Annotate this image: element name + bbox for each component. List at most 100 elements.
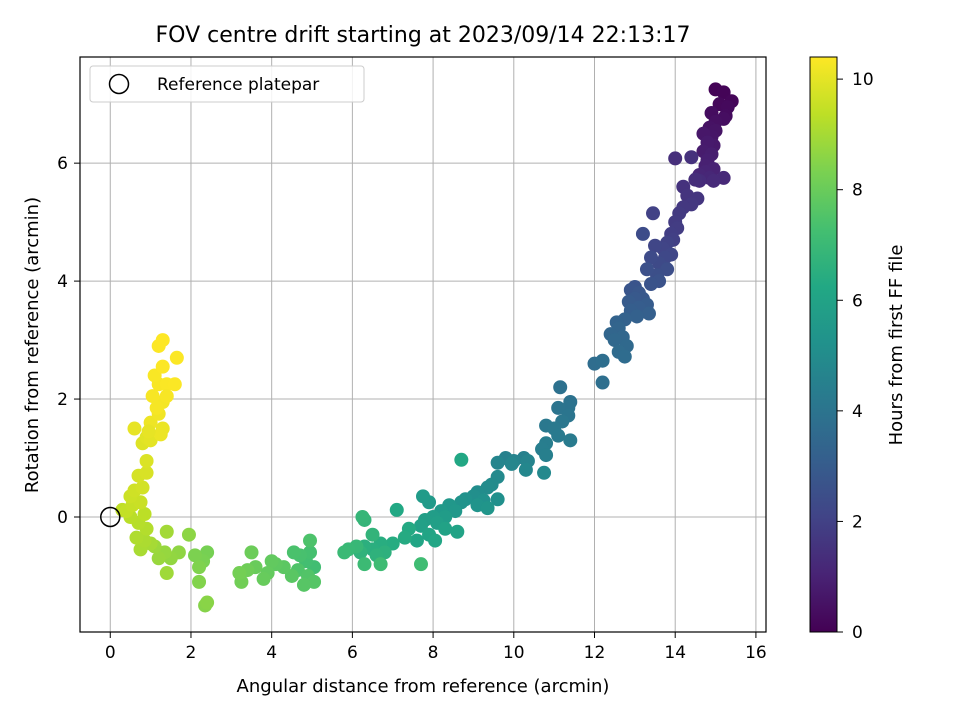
x-tick-label: 0	[105, 643, 116, 663]
y-tick-label: 0	[57, 508, 68, 528]
data-point	[151, 551, 166, 566]
colorbar-tick-label: 0	[852, 623, 863, 643]
data-point	[416, 489, 430, 504]
data-point	[504, 456, 519, 471]
data-point	[537, 465, 552, 480]
data-point	[641, 306, 656, 321]
y-tick-label: 6	[57, 154, 68, 174]
data-point	[413, 518, 428, 533]
data-point	[167, 377, 182, 392]
data-point	[551, 400, 566, 415]
data-point	[137, 507, 152, 522]
data-point	[256, 571, 271, 586]
data-point	[454, 452, 469, 467]
data-point	[648, 238, 663, 253]
data-point	[646, 206, 661, 221]
x-tick-label: 2	[186, 643, 197, 663]
x-tick-label: 4	[266, 643, 277, 663]
legend-marker-open-circle	[108, 73, 130, 95]
data-point	[149, 400, 164, 415]
data-point	[129, 530, 144, 545]
chart-title: FOV centre drift starting at 2023/09/14 …	[156, 23, 691, 48]
data-point	[643, 277, 658, 292]
data-point	[551, 428, 566, 443]
data-point	[635, 226, 650, 241]
data-point	[286, 545, 301, 560]
data-point	[595, 375, 610, 390]
data-point	[639, 262, 654, 277]
data-point	[200, 595, 215, 610]
data-points	[115, 82, 739, 613]
data-point	[145, 389, 160, 404]
legend-box	[89, 65, 365, 103]
data-point	[147, 368, 162, 383]
data-point	[192, 560, 207, 575]
data-point	[232, 566, 247, 581]
data-point	[159, 389, 174, 404]
data-point	[135, 480, 150, 495]
data-point	[389, 502, 404, 517]
y-axis-ticks: 0 2 4 6	[57, 154, 80, 528]
data-point	[684, 150, 699, 165]
colorbar-tick-label: 8	[852, 181, 863, 201]
data-point	[518, 462, 533, 477]
data-point	[188, 548, 203, 563]
data-point	[563, 433, 578, 448]
x-axis-label: Angular distance from reference (arcmin)	[237, 676, 610, 697]
data-point	[553, 380, 568, 395]
data-point	[139, 465, 154, 480]
grid-lines	[80, 57, 766, 632]
colorbar	[809, 56, 838, 633]
data-point	[490, 492, 505, 507]
data-point	[264, 554, 279, 569]
data-point	[668, 151, 683, 166]
colorbar-tick-label: 6	[852, 291, 863, 311]
data-point	[169, 350, 184, 365]
x-tick-label: 6	[347, 643, 358, 663]
legend: Reference platepar	[89, 65, 365, 103]
colorbar-tick-label: 10	[852, 70, 874, 90]
data-point	[296, 577, 311, 592]
data-point	[643, 250, 658, 265]
legend-label: Reference platepar	[157, 75, 319, 95]
data-point	[159, 566, 174, 581]
plot-frame	[79, 56, 767, 633]
data-point	[428, 533, 443, 548]
data-point	[607, 333, 622, 348]
data-point	[617, 349, 632, 364]
data-point	[181, 527, 196, 542]
y-axis-label: Rotation from reference (arcmin)	[22, 197, 43, 493]
data-point	[595, 353, 610, 368]
data-point	[438, 521, 453, 536]
data-point	[409, 533, 424, 548]
data-point	[337, 545, 352, 560]
data-point	[141, 424, 156, 439]
x-tick-label: 10	[503, 643, 525, 663]
data-point	[284, 568, 299, 583]
data-point	[716, 85, 731, 100]
data-point	[660, 262, 675, 277]
data-point	[480, 501, 495, 516]
data-point	[139, 453, 154, 468]
x-tick-label: 16	[745, 643, 767, 663]
data-point	[365, 527, 380, 542]
data-point	[153, 427, 168, 442]
data-point	[192, 574, 207, 589]
x-tick-label: 8	[428, 643, 439, 663]
data-point	[450, 524, 465, 539]
data-point	[133, 495, 148, 510]
data-point	[448, 504, 463, 519]
data-point	[303, 533, 318, 548]
y-tick-label: 2	[57, 390, 68, 410]
data-point	[127, 421, 142, 436]
data-point	[490, 455, 505, 470]
data-point	[155, 333, 170, 348]
colorbar-tick-label: 4	[852, 402, 863, 422]
data-point	[629, 309, 644, 324]
colorbar-ticks: 0 2 4 6 8 10	[837, 70, 874, 643]
data-point	[539, 448, 554, 463]
y-tick-label: 4	[57, 272, 68, 292]
colorbar-tick-label: 2	[852, 512, 863, 532]
data-point	[706, 173, 721, 188]
